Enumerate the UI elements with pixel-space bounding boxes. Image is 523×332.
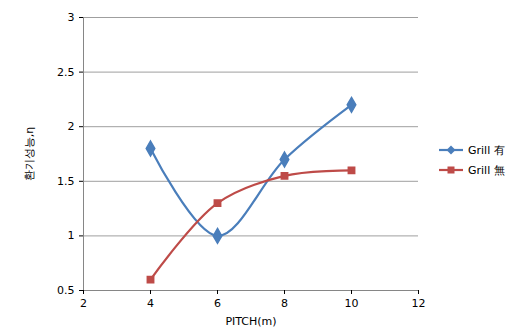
svg-text:PITCH(m): PITCH(m) (225, 315, 276, 328)
svg-text:2: 2 (68, 120, 75, 133)
svg-text:환기성능,η: 환기성능,η (23, 127, 36, 181)
svg-text:1.5: 1.5 (57, 175, 75, 188)
html-text:Grill 有: Grill 有 (468, 143, 505, 157)
svg-text:3: 3 (68, 11, 75, 24)
svg-text:12: 12 (412, 297, 426, 310)
svg-text:1: 1 (68, 229, 75, 242)
svg-text:4: 4 (147, 297, 154, 310)
svg-text:10: 10 (345, 297, 359, 310)
svg-text:2.5: 2.5 (57, 66, 75, 79)
svg-text:0.5: 0.5 (57, 284, 75, 297)
svg-text:8: 8 (281, 297, 288, 310)
html-text:Grill 無: Grill 無 (468, 163, 505, 177)
svg-text:6: 6 (214, 297, 221, 310)
svg-text:2: 2 (80, 297, 87, 310)
